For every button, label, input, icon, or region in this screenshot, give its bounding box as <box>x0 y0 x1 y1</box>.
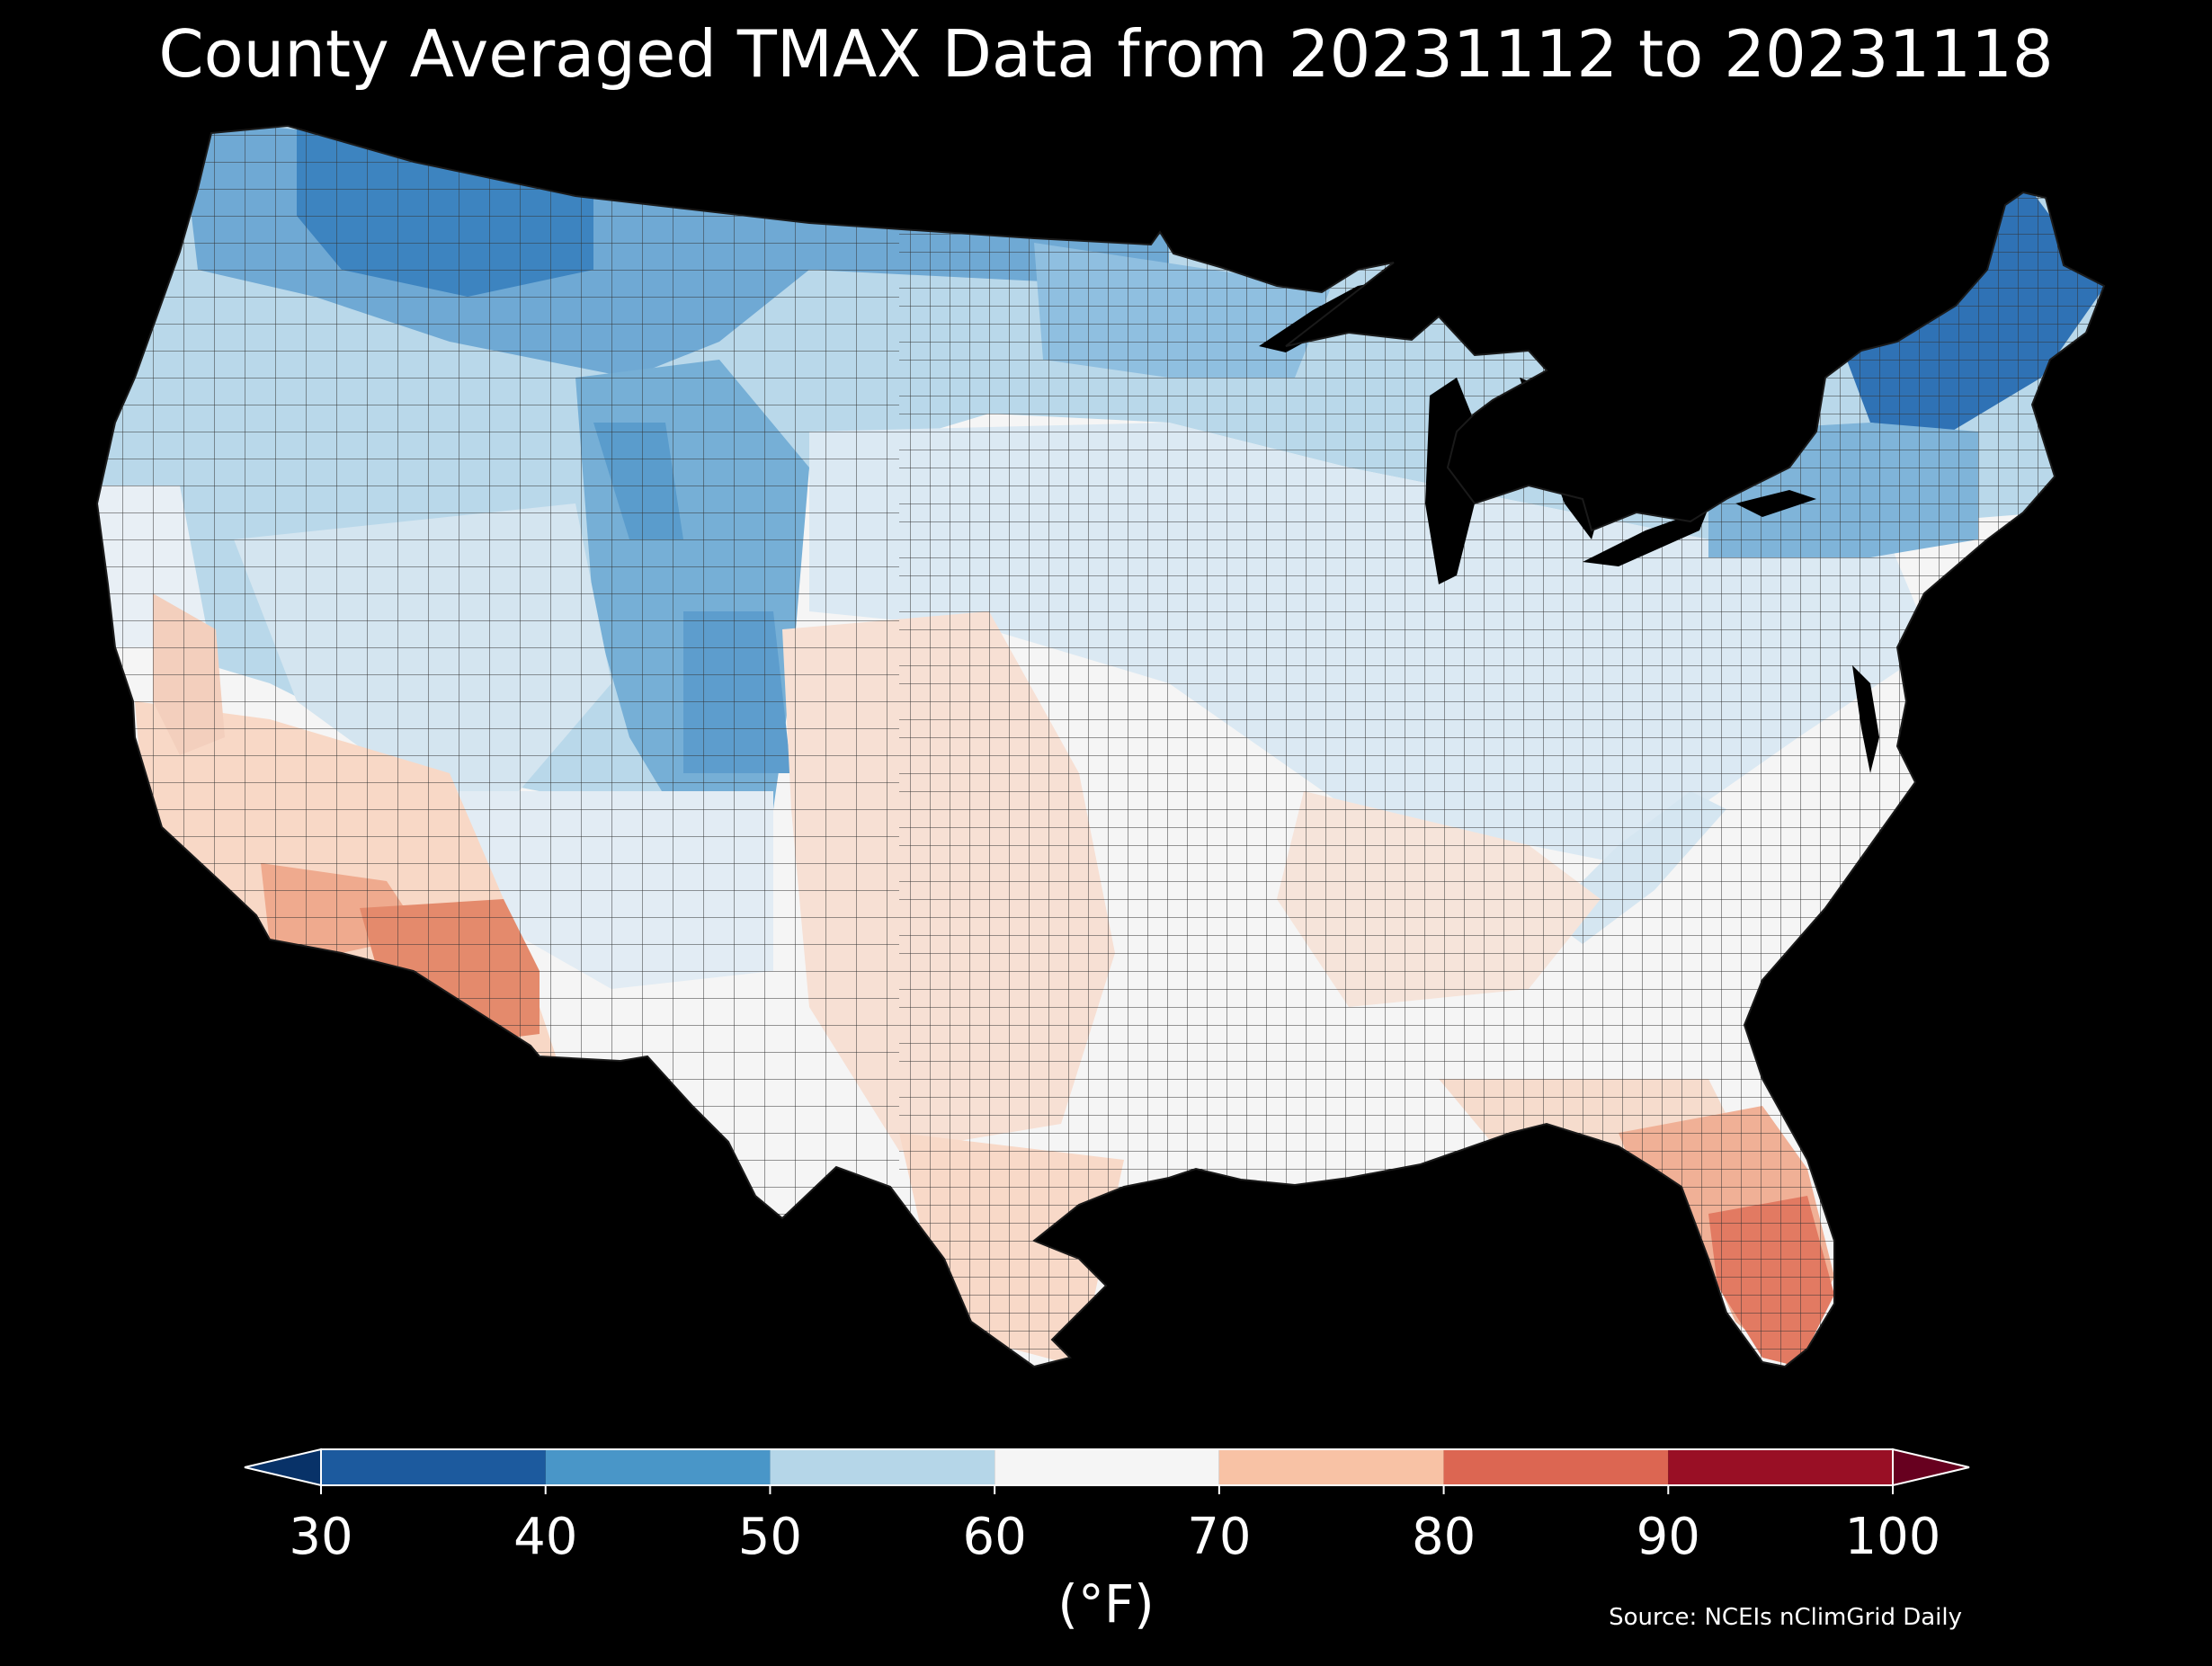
colorbar: 30 40 50 60 70 80 90 100 <box>244 1448 1970 1566</box>
colorbar-under-triangle <box>244 1448 322 1487</box>
colorbar-tick-label: 90 <box>1637 1508 1700 1566</box>
colorbar-tick-label: 80 <box>1412 1508 1476 1566</box>
colorbar-bins <box>321 1449 1893 1485</box>
colorbar-tick-label: 60 <box>963 1508 1027 1566</box>
source-credit: Source: NCEIs nClimGrid Daily <box>1609 1604 1962 1631</box>
lake-erie <box>1583 508 1708 566</box>
colorbar-frame <box>320 1448 1894 1486</box>
colorbar-bin-60-70 <box>995 1449 1219 1485</box>
colorbar-unit-label: (°F) <box>1057 1573 1155 1635</box>
colorbar-tick-label: 40 <box>513 1508 577 1566</box>
colorbar-bin-30-40 <box>321 1449 546 1485</box>
map-fill-group <box>97 126 2104 1367</box>
colorbar-tick-label: 50 <box>738 1508 802 1566</box>
colorbar-tick-label: 30 <box>289 1508 352 1566</box>
chesapeake-bay <box>1852 665 1879 773</box>
colorbar-over-triangle <box>1892 1448 1970 1487</box>
lake-superior <box>1259 281 1385 352</box>
colorbar-bin-70-80 <box>1218 1449 1444 1485</box>
colorbar-tick-label: 100 <box>1845 1508 1941 1566</box>
lake-ontario <box>1735 490 1816 517</box>
colorbar-bin-40-50 <box>545 1449 771 1485</box>
county-borders-east <box>899 126 2104 1367</box>
lake-michigan <box>1425 378 1475 584</box>
colorbar-bin-80-90 <box>1443 1449 1669 1485</box>
lake-huron <box>1520 378 1610 539</box>
conus-temperature-map <box>96 125 2105 1368</box>
colorbar-bin-90-100 <box>1668 1449 1893 1485</box>
colorbar-bin-50-60 <box>770 1449 995 1485</box>
colorbar-tick-label: 70 <box>1187 1508 1251 1566</box>
map-title: County Averaged TMAX Data from 20231112 … <box>158 16 2054 92</box>
colorbar-ticks: 30 40 50 60 70 80 90 100 <box>289 1485 1940 1566</box>
